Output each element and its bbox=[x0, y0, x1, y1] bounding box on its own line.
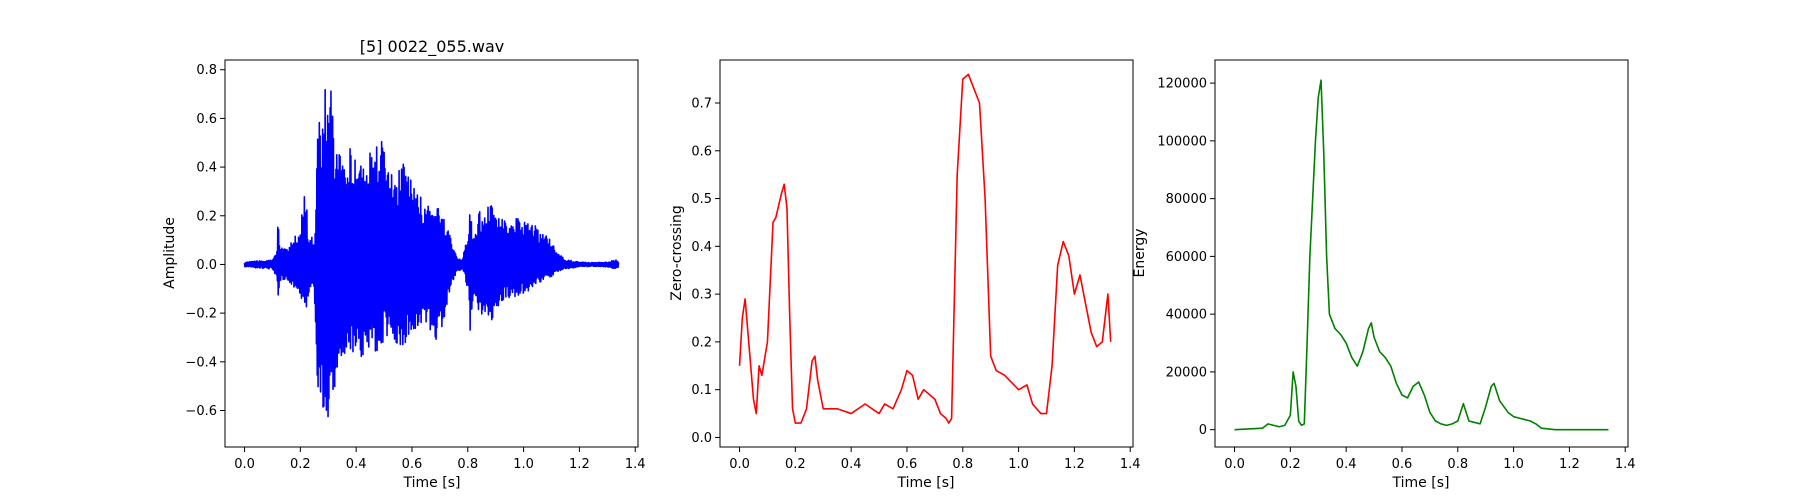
amplitude-x-tick-label: 0.2 bbox=[290, 457, 311, 472]
energy-x-ticks: 0.0 0.2 0.4 0.6 0.8 1.0 1.2 1.4 bbox=[1224, 447, 1636, 472]
zero-crossing-x-tick-label: 1.4 bbox=[1120, 457, 1141, 472]
zero-crossing-x-axis-label: Time [s] bbox=[897, 475, 955, 491]
energy-y-tick-label: 100000 bbox=[1157, 134, 1207, 149]
amplitude-x-tick-label: 0.8 bbox=[457, 457, 478, 472]
amplitude-x-tick-label: 0.0 bbox=[234, 457, 255, 472]
zero-crossing-x-ticks: 0.0 0.2 0.4 0.6 0.8 1.0 1.2 1.4 bbox=[729, 447, 1141, 472]
amplitude-y-tick-label: 0.6 bbox=[196, 112, 217, 127]
amplitude-y-tick-label: 0.0 bbox=[196, 258, 217, 273]
energy-y-tick-label: 120000 bbox=[1157, 77, 1207, 92]
amplitude-y-tick-label: 0.8 bbox=[196, 63, 217, 78]
zero-crossing-y-tick-label: 0.3 bbox=[691, 288, 712, 303]
energy-y-tick-label: 80000 bbox=[1166, 192, 1207, 207]
amplitude-y-axis-label: Amplitude bbox=[162, 217, 178, 289]
amplitude-x-tick-label: 0.6 bbox=[402, 457, 423, 472]
energy-x-axis-label: Time [s] bbox=[1392, 475, 1450, 491]
energy-x-tick-label: 0.6 bbox=[1392, 457, 1413, 472]
zero-crossing-y-tick-label: 0.1 bbox=[691, 383, 712, 398]
zero-crossing-y-tick-label: 0.7 bbox=[691, 97, 712, 112]
amplitude-x-axis-label: Time [s] bbox=[403, 475, 461, 491]
energy-y-tick-label: 60000 bbox=[1166, 250, 1207, 265]
zero-crossing-y-tick-label: 0.0 bbox=[691, 431, 712, 446]
energy-axes-frame bbox=[1214, 59, 1629, 448]
energy-y-axis-label: Energy bbox=[1132, 228, 1148, 277]
energy-x-tick-label: 1.0 bbox=[1503, 457, 1524, 472]
energy-x-tick-label: 1.2 bbox=[1559, 457, 1580, 472]
zero-crossing-y-tick-label: 0.2 bbox=[691, 335, 712, 350]
energy-x-tick-label: 0.4 bbox=[1336, 457, 1357, 472]
energy-x-tick-label: 0.2 bbox=[1280, 457, 1301, 472]
energy-series-line bbox=[1234, 79, 1609, 431]
zero-crossing-y-axis-label: Zero-crossing bbox=[669, 205, 685, 300]
zero-crossing-x-tick-label: 0.0 bbox=[729, 457, 750, 472]
zero-crossing-plot-area bbox=[738, 73, 1112, 424]
amplitude-axes-frame bbox=[224, 59, 639, 448]
zero-crossing-y-tick-label: 0.6 bbox=[691, 144, 712, 159]
amplitude-y-tick-label: −0.6 bbox=[185, 404, 217, 419]
zero-crossing-y-tick-label: 0.5 bbox=[691, 192, 712, 207]
zero-crossing-y-ticks: 0.0 0.1 0.2 0.3 0.4 0.5 0.6 0.7 bbox=[691, 97, 720, 446]
subplot-amplitude: [5] 0022_055.wav 0.0 0.2 0.4 0.6 0.8 1.0 1.2 1.… bbox=[162, 37, 646, 491]
zero-crossing-x-tick-label: 0.2 bbox=[785, 457, 806, 472]
amplitude-x-tick-label: 1.4 bbox=[625, 457, 646, 472]
amplitude-x-tick-label: 0.4 bbox=[346, 457, 367, 472]
zero-crossing-series-line bbox=[738, 73, 1112, 424]
amplitude-y-tick-label: −0.4 bbox=[185, 355, 217, 370]
amplitude-y-tick-label: −0.2 bbox=[185, 307, 217, 322]
energy-y-tick-label: 0 bbox=[1199, 423, 1207, 438]
energy-x-tick-label: 0.8 bbox=[1447, 457, 1468, 472]
subplot-energy: 0.0 0.2 0.4 0.6 0.8 1.0 1.2 1.4 0 20000 40000 6000… bbox=[1132, 59, 1636, 491]
zero-crossing-x-tick-label: 1.0 bbox=[1008, 457, 1029, 472]
amplitude-x-tick-label: 1.0 bbox=[513, 457, 534, 472]
energy-y-ticks: 0 20000 40000 60000 80000 100000 120000 bbox=[1157, 77, 1215, 438]
energy-plot-area bbox=[1234, 79, 1609, 431]
amplitude-plot-area bbox=[243, 88, 620, 418]
energy-x-tick-label: 0.0 bbox=[1224, 457, 1245, 472]
energy-x-tick-label: 1.4 bbox=[1615, 457, 1636, 472]
amplitude-chart-title: [5] 0022_055.wav bbox=[360, 37, 504, 57]
amplitude-series-line bbox=[243, 88, 620, 418]
zero-crossing-x-tick-label: 0.6 bbox=[897, 457, 918, 472]
zero-crossing-y-tick-label: 0.4 bbox=[691, 240, 712, 255]
amplitude-y-ticks: −0.6 −0.4 −0.2 0.0 0.2 0.4 0.6 0.8 bbox=[185, 63, 225, 419]
amplitude-y-tick-label: 0.2 bbox=[196, 209, 217, 224]
zero-crossing-x-tick-label: 0.8 bbox=[952, 457, 973, 472]
amplitude-x-tick-label: 1.2 bbox=[569, 457, 590, 472]
subplot-zero-crossing: 0.0 0.2 0.4 0.6 0.8 1.0 1.2 1.4 0.0 0.1 0.2 0.3 0.4… bbox=[669, 59, 1141, 491]
energy-y-tick-label: 20000 bbox=[1166, 365, 1207, 380]
zero-crossing-x-tick-label: 1.2 bbox=[1064, 457, 1085, 472]
zero-crossing-x-tick-label: 0.4 bbox=[841, 457, 862, 472]
amplitude-x-ticks: 0.0 0.2 0.4 0.6 0.8 1.0 1.2 1.4 bbox=[234, 447, 646, 472]
zero-crossing-axes-frame bbox=[719, 59, 1134, 448]
energy-y-tick-label: 40000 bbox=[1166, 308, 1207, 323]
amplitude-y-tick-label: 0.4 bbox=[196, 161, 217, 176]
